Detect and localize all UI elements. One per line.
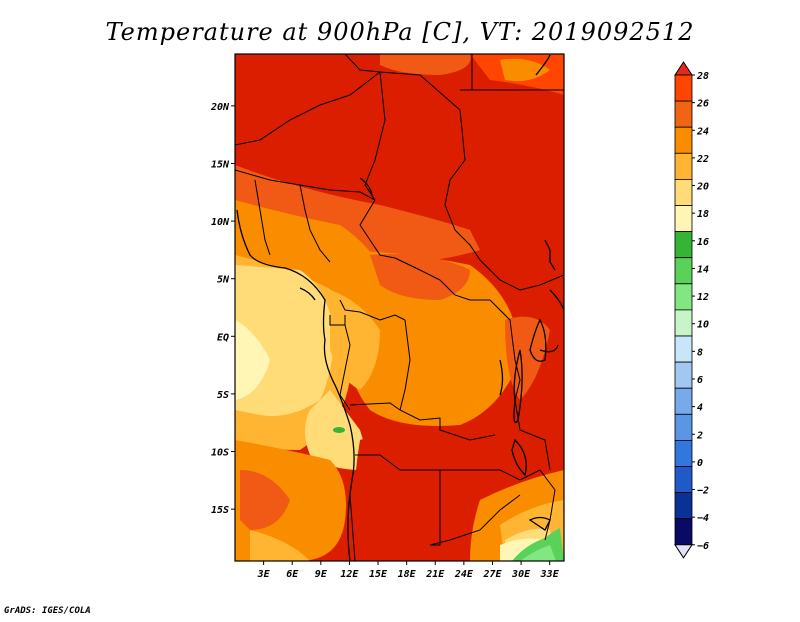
lon-tick-label: 21E bbox=[425, 569, 445, 580]
temperature-field bbox=[235, 54, 564, 561]
colorbar-label: 8 bbox=[697, 347, 703, 358]
lon-tick-label: 33E bbox=[540, 569, 560, 580]
colorbar-swatch bbox=[674, 518, 693, 546]
coastlines bbox=[236, 54, 564, 561]
colorbar-swatch bbox=[674, 492, 693, 520]
colorbar-swatch bbox=[674, 466, 693, 494]
lat-tick-label: EQ bbox=[217, 332, 229, 343]
colorbar-swatch bbox=[674, 126, 693, 154]
colorbar-swatch bbox=[674, 361, 693, 389]
lat-tick-label: 5N bbox=[217, 275, 230, 286]
colorbar-label: 14 bbox=[697, 264, 709, 275]
lat-tick-label: 15S bbox=[211, 505, 229, 516]
colorbar-swatch bbox=[674, 100, 693, 128]
colorbar-under-triangle bbox=[674, 544, 693, 559]
colorbar-label: −6 bbox=[697, 541, 709, 552]
map-frame bbox=[234, 53, 565, 562]
lon-tick-label: 12E bbox=[340, 569, 359, 580]
colorbar-label: 16 bbox=[697, 237, 709, 248]
lon-tick-label: 18E bbox=[398, 569, 417, 580]
colorbar-swatch bbox=[674, 257, 693, 285]
lon-tick-label: 15E bbox=[369, 569, 388, 580]
colorbar-label: 2 bbox=[696, 430, 703, 441]
credit-label: GrADS: IGES/COLA bbox=[4, 606, 91, 616]
colorbar-label: 6 bbox=[697, 375, 703, 386]
lon-tick-label: 9E bbox=[315, 569, 328, 580]
latitude-axis: 20N 15N 10N 5N EQ 5S 10S 15S bbox=[210, 102, 235, 516]
colorbar-over-triangle bbox=[674, 61, 693, 76]
colorbar-swatch bbox=[674, 413, 693, 441]
colorbar-swatch bbox=[674, 74, 693, 102]
colorbar-swatch bbox=[674, 283, 693, 311]
lon-tick-label: 6E bbox=[286, 569, 299, 580]
colorbar-swatch bbox=[674, 152, 693, 180]
colorbar-label: 10 bbox=[697, 320, 709, 331]
colorbar-label: 24 bbox=[696, 126, 709, 137]
colorbar-label: 0 bbox=[697, 458, 703, 469]
colorbar-swatch bbox=[674, 205, 693, 233]
colorbar-swatch bbox=[674, 309, 693, 337]
colorbar-swatch bbox=[674, 439, 693, 467]
lon-tick-label: 24E bbox=[454, 569, 474, 580]
colorbar-label: 26 bbox=[696, 99, 709, 110]
lon-tick-label: 30E bbox=[511, 569, 531, 580]
colorbar-swatch bbox=[674, 231, 693, 259]
colorbar-label: −4 bbox=[697, 513, 709, 524]
lon-tick-label: 3E bbox=[257, 569, 271, 580]
country-boundaries bbox=[235, 54, 564, 561]
colorbar-swatch bbox=[674, 178, 693, 206]
lat-tick-label: 20N bbox=[210, 102, 230, 113]
colorbar-label: 28 bbox=[696, 71, 709, 82]
longitude-axis: 3E 6E 9E 12E 15E 18E 21E 24E 27E 30E 33E bbox=[257, 561, 560, 580]
lat-tick-label: 5S bbox=[217, 390, 229, 401]
colorbar-swatch bbox=[674, 387, 693, 415]
lat-tick-label: 10N bbox=[211, 217, 230, 228]
colorbar-label: 18 bbox=[697, 209, 709, 220]
page-title: Temperature at 900hPa [C], VT: 201909251… bbox=[106, 18, 695, 46]
lon-tick-label: 27E bbox=[482, 569, 502, 580]
lat-tick-label: 15N bbox=[211, 159, 230, 170]
colorbar-swatch bbox=[674, 335, 693, 363]
colorbar-label: 4 bbox=[697, 403, 703, 414]
colorbar-label: −2 bbox=[697, 486, 709, 497]
colorbar-label: 12 bbox=[697, 292, 709, 303]
colorbar-label: 20 bbox=[696, 182, 709, 193]
colorbar-label: 22 bbox=[696, 154, 709, 165]
lat-tick-label: 10S bbox=[211, 448, 229, 459]
